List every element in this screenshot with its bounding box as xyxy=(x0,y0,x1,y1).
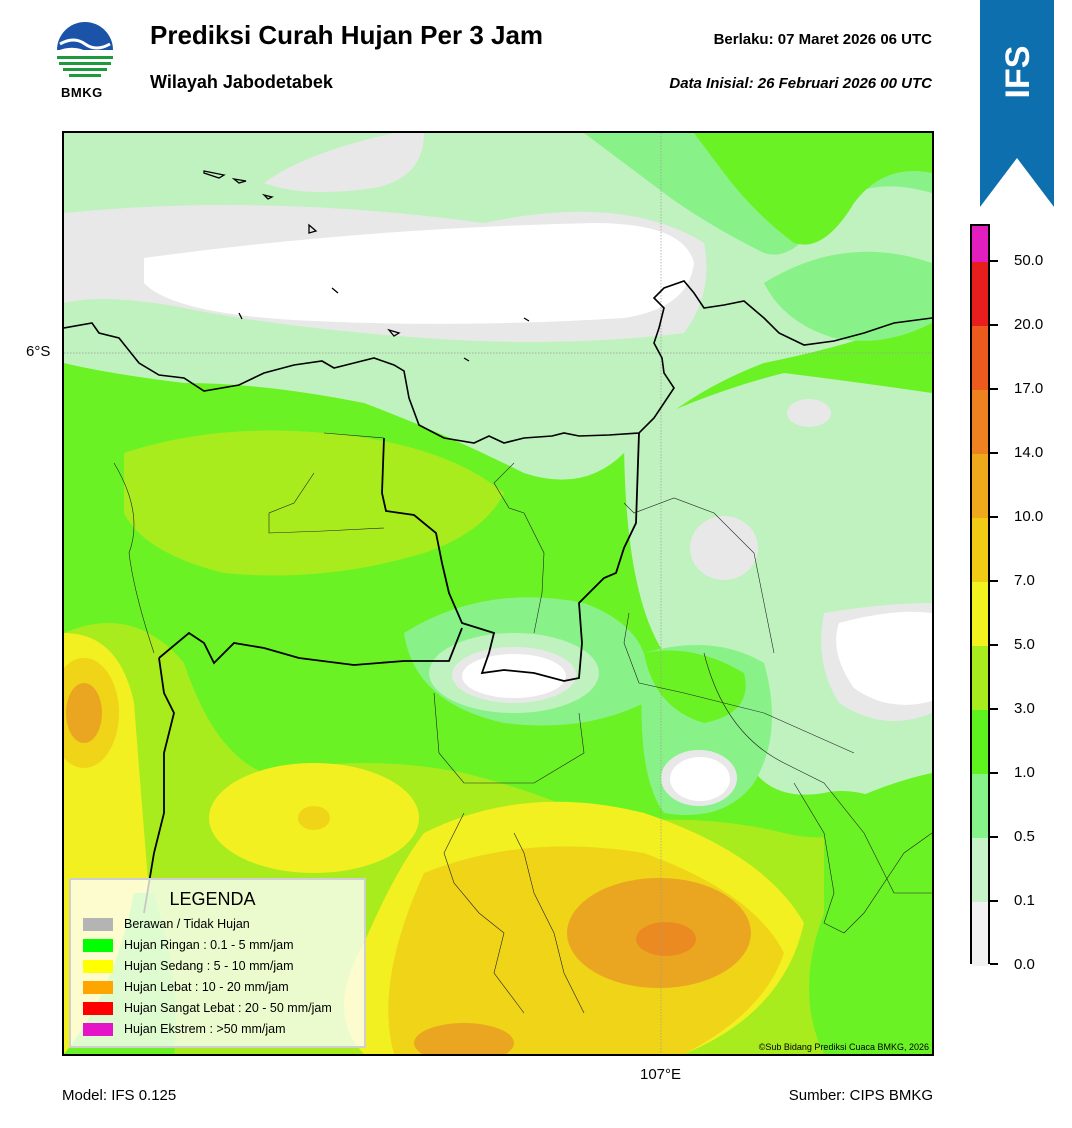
lat-label: 6°S xyxy=(26,343,51,360)
yellow-green-west xyxy=(124,430,504,576)
colorbar-segment xyxy=(972,226,988,262)
light-green-e xyxy=(764,251,932,341)
regency-lines xyxy=(113,432,932,1014)
colorbar-tick xyxy=(990,963,998,965)
gray-top xyxy=(264,133,424,192)
colorbar-label: 1.0 xyxy=(1014,764,1035,781)
boundary-south xyxy=(158,627,463,666)
legend-swatch xyxy=(83,938,113,952)
colorbar-segment xyxy=(972,518,988,582)
ifs-badge-label: IFS xyxy=(999,45,1037,99)
colorbar-segment xyxy=(972,646,988,710)
ribbon-icon xyxy=(980,0,1054,207)
orange-south xyxy=(414,1023,514,1054)
colorbar-segment xyxy=(972,262,988,326)
boundary-east xyxy=(381,432,640,682)
orange-west xyxy=(66,683,102,743)
colorbar-tick xyxy=(990,324,998,326)
colorbar-label: 14.0 xyxy=(1014,444,1044,461)
colorbar-label: 17.0 xyxy=(1014,380,1044,397)
valid-time: Berlaku: 07 Maret 2026 06 UTC xyxy=(713,31,932,48)
bmkg-logo-icon xyxy=(55,22,115,83)
colorbar-segment xyxy=(972,902,988,966)
legend-swatch xyxy=(83,1001,113,1015)
islands xyxy=(203,170,530,362)
legend-swatch xyxy=(83,917,113,931)
boundary-west xyxy=(143,657,175,914)
colorbar-segment xyxy=(972,838,988,902)
colorbar-label: 20.0 xyxy=(1014,316,1044,333)
colorbar-tick xyxy=(990,772,998,774)
colorbar-tick xyxy=(990,644,998,646)
legend-item: Hujan Sedang : 5 - 10 mm/jam xyxy=(83,958,294,974)
page-title: Prediksi Curah Hujan Per 3 Jam xyxy=(150,20,544,50)
bmkg-logo xyxy=(54,22,116,84)
model-label: Model: IFS 0.125 xyxy=(62,1087,177,1104)
colorbar-segment xyxy=(972,774,988,838)
white-east xyxy=(836,611,932,705)
legend-item: Hujan Sangat Lebat : 20 - 50 mm/jam xyxy=(83,1000,332,1016)
white-center xyxy=(462,654,566,698)
colorbar-tick xyxy=(990,260,998,262)
page-subtitle: Wilayah Jabodetabek xyxy=(150,72,333,92)
legend-label: Hujan Ringan : 0.1 - 5 mm/jam xyxy=(124,938,294,952)
legend-item: Hujan Ekstrem : >50 mm/jam xyxy=(83,1021,286,1037)
colorbar-tick xyxy=(990,388,998,390)
legend-item: Hujan Ringan : 0.1 - 5 mm/jam xyxy=(83,937,294,953)
colorbar-label: 0.0 xyxy=(1014,956,1035,973)
green-ne xyxy=(694,133,932,245)
green-se-patch xyxy=(644,650,746,723)
legend-label: Hujan Sedang : 5 - 10 mm/jam xyxy=(124,959,294,973)
legend-title: LEGENDA xyxy=(169,889,256,909)
colorbar-label: 7.0 xyxy=(1014,572,1035,589)
colorbar-segment xyxy=(972,390,988,454)
colorbar-segment xyxy=(972,582,988,646)
lon-label: 107°E xyxy=(640,1066,682,1083)
colorbar-segment xyxy=(972,710,988,774)
legend-swatch xyxy=(83,1022,113,1036)
colorbar-label: 0.1 xyxy=(1014,892,1035,909)
legend-swatch xyxy=(83,980,113,994)
colorbar-label: 5.0 xyxy=(1014,636,1035,653)
logo-text: BMKG xyxy=(61,85,103,100)
init-time: Data Inisial: 26 Februari 2026 00 UTC xyxy=(669,75,932,92)
colorbar-tick xyxy=(990,516,998,518)
copyright-text: ©Sub Bidang Prediksi Cuaca BMKG, 2026 xyxy=(758,1042,929,1052)
colorbar-tick xyxy=(990,708,998,710)
white-se xyxy=(670,757,730,801)
colorbar-label: 3.0 xyxy=(1014,700,1035,717)
colorbar-label: 0.5 xyxy=(1014,828,1035,845)
colorbar-segment xyxy=(972,326,988,390)
ifs-badge: IFS xyxy=(980,0,1054,210)
colorbar-tick xyxy=(990,836,998,838)
colorbar-segment xyxy=(972,454,988,518)
legend-swatch xyxy=(83,959,113,973)
legend-box: LEGENDA Berawan / Tidak Hujan Hujan Ring… xyxy=(69,878,366,1048)
colorbar-tick xyxy=(990,452,998,454)
gray-spot-1 xyxy=(690,516,758,580)
colorbar-label: 50.0 xyxy=(1014,252,1044,269)
legend-item: Hujan Lebat : 10 - 20 mm/jam xyxy=(83,979,289,995)
dark-orange-core xyxy=(636,922,696,956)
legend-label: Berawan / Tidak Hujan xyxy=(124,917,250,931)
gray-spot-2 xyxy=(787,399,831,427)
colorbar xyxy=(970,224,990,966)
rainfall-map: LEGENDA Berawan / Tidak Hujan Hujan Ring… xyxy=(62,131,934,1056)
legend-item: Berawan / Tidak Hujan xyxy=(83,916,250,932)
colorbar-label: 10.0 xyxy=(1014,508,1044,525)
gold-spot xyxy=(298,806,330,830)
legend-label: Hujan Sangat Lebat : 20 - 50 mm/jam xyxy=(124,1001,332,1015)
legend-label: Hujan Ekstrem : >50 mm/jam xyxy=(124,1022,286,1036)
green-se-edge xyxy=(809,773,932,1054)
legend-label: Hujan Lebat : 10 - 20 mm/jam xyxy=(124,980,289,994)
white-cloud-north xyxy=(144,223,694,324)
colorbar-tick xyxy=(990,900,998,902)
source-label: Sumber: CIPS BMKG xyxy=(788,1087,933,1104)
colorbar-tick xyxy=(990,580,998,582)
coastline xyxy=(64,280,932,444)
